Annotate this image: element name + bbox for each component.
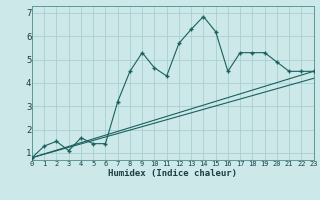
X-axis label: Humidex (Indice chaleur): Humidex (Indice chaleur) <box>108 169 237 178</box>
